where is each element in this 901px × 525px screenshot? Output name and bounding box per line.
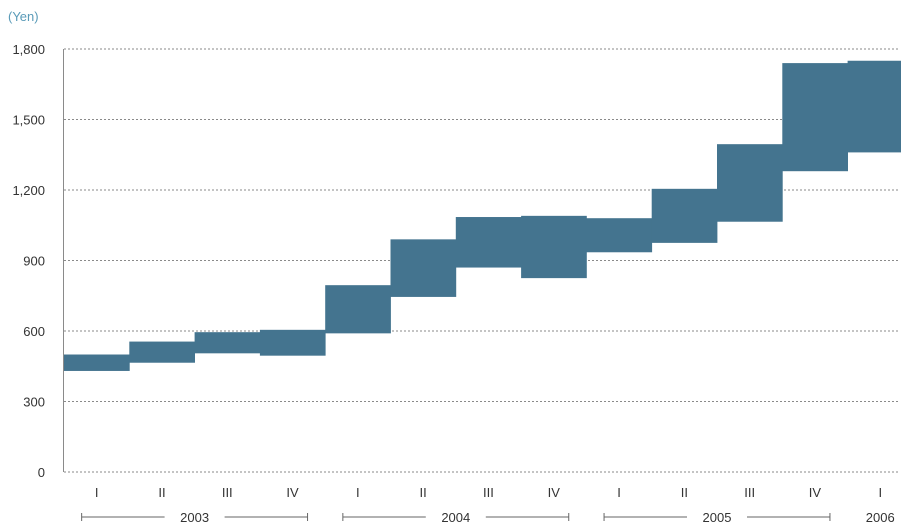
range-bar (521, 215, 587, 279)
range-bar (586, 218, 653, 253)
y-tick-label: 1,200 (12, 183, 45, 198)
range-bar (390, 239, 457, 297)
y-tick-label: 900 (23, 254, 45, 269)
x-axis-year-groups: 2003 2004 2005 2006 (81, 510, 895, 525)
y-tick-label: 0 (38, 465, 45, 480)
range-bar (194, 332, 261, 354)
x-axis-quarter-ticks: I II III IV I II III IV I II III IV I (95, 485, 882, 500)
quarter-tick-label: IV (809, 485, 822, 500)
range-bar (129, 341, 195, 363)
quarter-tick-label: III (744, 485, 755, 500)
year-label: 2006 (866, 510, 895, 525)
range-bar (717, 144, 783, 222)
quarter-tick-label: II (420, 485, 427, 500)
y-axis-ticks: 0 300 600 900 1,200 1,500 1,800 (12, 42, 45, 480)
range-bar (64, 354, 130, 371)
y-tick-label: 1,800 (12, 42, 45, 57)
price-range-bars (64, 60, 901, 371)
quarter-tick-label: IV (548, 485, 561, 500)
year-label: 2003 (180, 510, 209, 525)
quarter-tick-label: I (356, 485, 360, 500)
range-bar (455, 217, 522, 268)
y-tick-label: 1,500 (12, 113, 45, 128)
quarter-tick-label: I (878, 485, 882, 500)
y-axis-unit-label: (Yen) (8, 9, 39, 24)
quarter-tick-label: II (681, 485, 688, 500)
year-label: 2005 (703, 510, 732, 525)
range-bar (325, 285, 391, 334)
range-bar (847, 60, 901, 153)
range-bar (782, 63, 848, 172)
quarter-tick-label: II (158, 485, 165, 500)
range-bar (651, 188, 718, 243)
year-label: 2004 (441, 510, 470, 525)
y-tick-label: 300 (23, 395, 45, 410)
quarter-tick-label: III (483, 485, 494, 500)
quarter-tick-label: I (95, 485, 99, 500)
quarter-tick-label: IV (286, 485, 299, 500)
quarter-tick-label: I (617, 485, 621, 500)
range-bar (259, 329, 326, 356)
quarter-tick-label: III (222, 485, 233, 500)
y-tick-label: 600 (23, 324, 45, 339)
